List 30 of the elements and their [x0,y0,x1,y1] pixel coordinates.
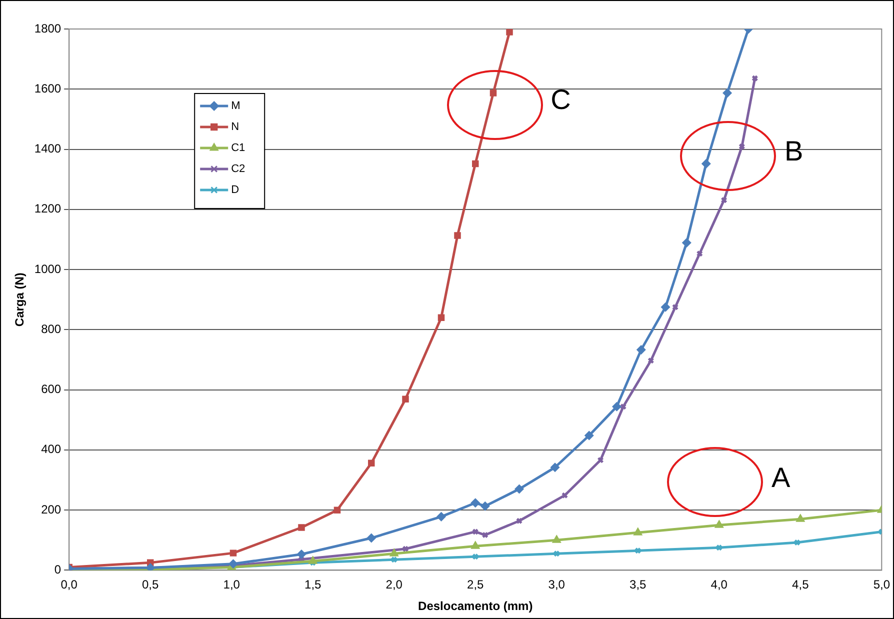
annotation: C [550,84,571,116]
y-tick-label: 1200 [34,202,62,216]
x-axis-title: Deslocamento (mm) [418,599,533,614]
annotation: A [772,462,791,493]
legend-label: C1 [231,142,246,154]
y-tick-label: 600 [41,382,62,396]
x-tick-label: 4,0 [710,578,728,592]
x-tick-label: 1,5 [304,578,322,592]
y-tick-label: 400 [41,442,62,456]
legend-label: C2 [231,163,246,176]
x-tick-label: 5,0 [873,578,890,592]
x-tick-label: 4,5 [792,578,810,592]
legend-label: M [231,100,240,112]
x-tick-label: 0,5 [142,578,160,592]
legend-label: D [231,184,240,196]
y-axis-title: Carga (N) [12,272,27,327]
x-tick-label: 2,0 [386,578,403,592]
x-tick-label: 1,0 [223,578,240,592]
y-tick-label: 200 [41,502,62,516]
y-tick-label: 0 [54,562,62,577]
x-tick-label: 2,5 [467,578,484,592]
y-tick-label: 800 [41,322,62,336]
y-tick-label: 1800 [34,21,62,36]
x-tick-label: 0,0 [60,578,78,592]
y-tick-label: 1600 [34,81,62,96]
y-tick-label: 1000 [34,262,62,276]
y-tick-label: 1400 [34,142,62,156]
x-tick-label: 3,0 [548,578,566,592]
legend-label: N [231,121,240,134]
x-tick-label: 3,5 [630,578,647,592]
